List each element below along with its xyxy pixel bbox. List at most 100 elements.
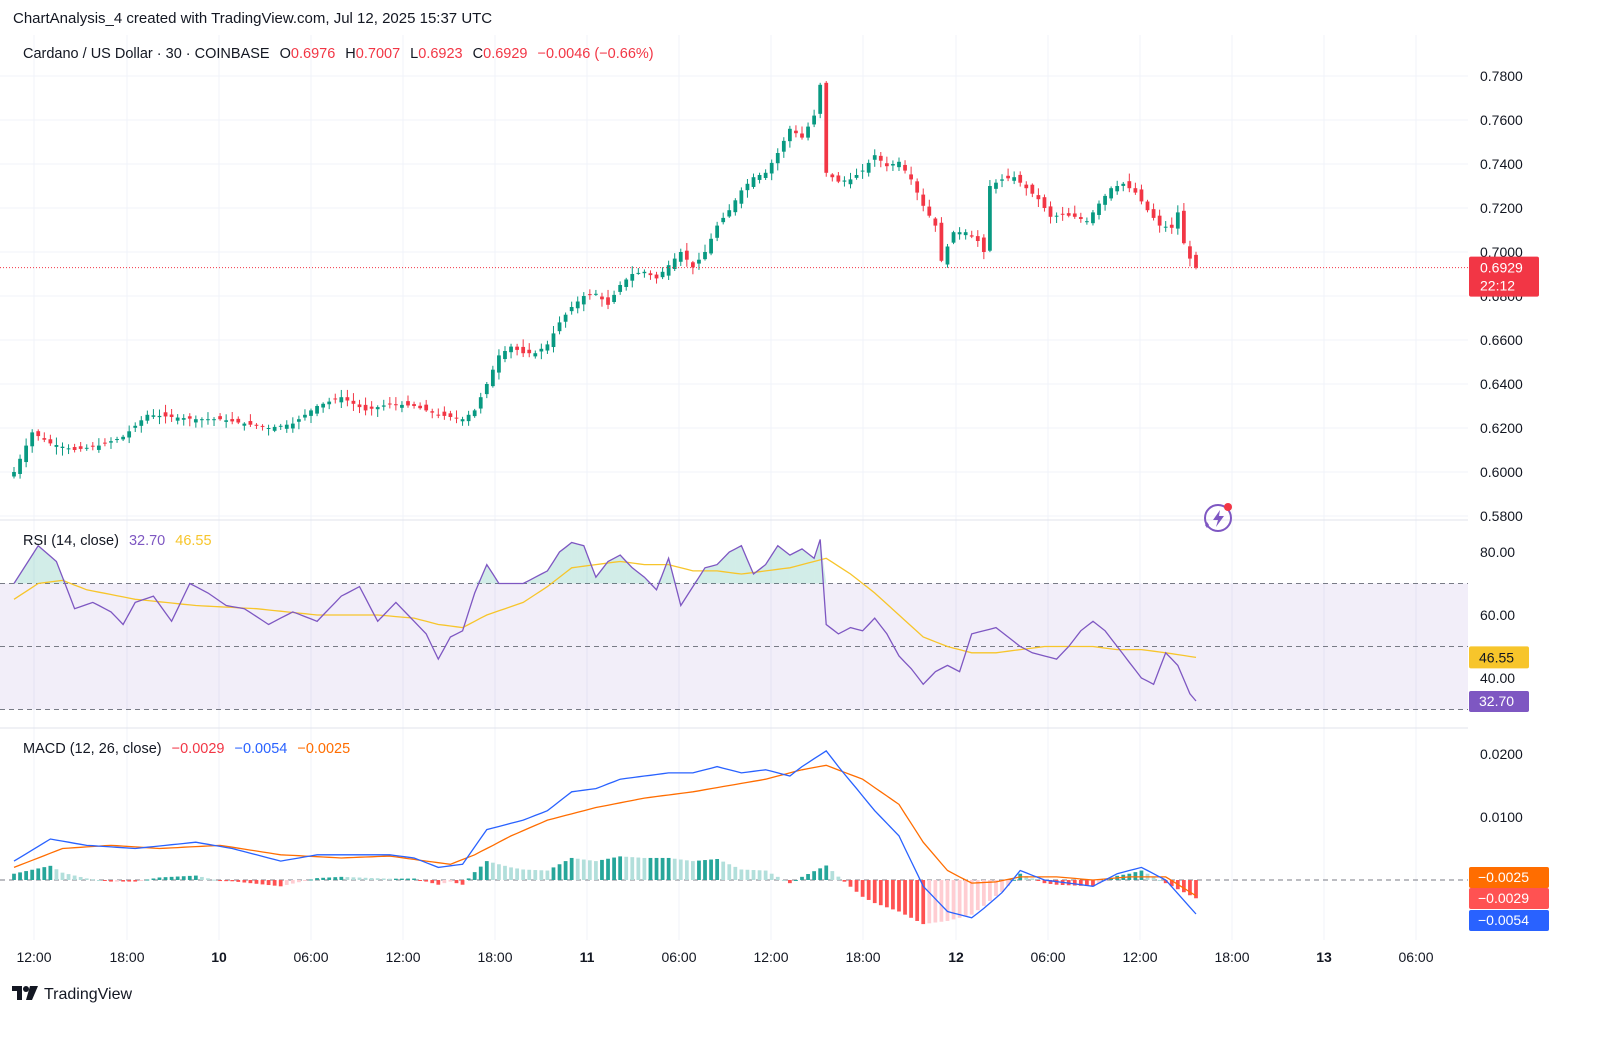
- macd-histogram-bar: [897, 880, 901, 912]
- macd-histogram-bar: [648, 857, 653, 880]
- candle-body: [169, 414, 174, 417]
- candle: [1060, 206, 1065, 221]
- symbol-label[interactable]: Cardano / US Dollar · 30 · COINBASE: [23, 46, 270, 62]
- price-tick-label: 0.7200: [1480, 200, 1523, 216]
- candle-body: [460, 419, 465, 422]
- macd-legend[interactable]: MACD (12, 26, close) −0.0029 −0.0054 −0.…: [23, 741, 356, 757]
- lightning-icon[interactable]: [1204, 503, 1232, 532]
- price-tick-label: 0.7000: [1480, 244, 1523, 260]
- rsi-overbought-fill: [638, 572, 645, 584]
- candle: [1042, 194, 1047, 212]
- candle: [763, 169, 768, 180]
- rsi-label[interactable]: RSI (14, close): [23, 533, 119, 549]
- macd-histogram-bar: [1085, 880, 1089, 887]
- candle-body: [36, 431, 41, 437]
- candle: [575, 296, 580, 314]
- candle: [387, 397, 392, 409]
- change-value: −0.0046 (−0.66%): [537, 46, 654, 62]
- candle: [84, 444, 89, 451]
- macd-histogram-bar: [945, 880, 950, 921]
- macd-histogram-bar: [1151, 876, 1156, 880]
- close-label: C: [472, 46, 484, 62]
- candle-body: [333, 398, 338, 400]
- candle-body: [1060, 213, 1065, 215]
- close-value: 0.6929: [483, 46, 528, 62]
- candle: [60, 442, 65, 456]
- macd-histogram-bar: [697, 860, 701, 880]
- candle: [1188, 240, 1192, 267]
- candle: [90, 442, 95, 451]
- macd-histogram-bar: [672, 858, 677, 880]
- candle-body: [321, 403, 326, 408]
- rsi-overbought-fill: [595, 569, 602, 584]
- macd-histogram-bar: [630, 857, 635, 880]
- macd-histogram-bar: [290, 880, 295, 884]
- macd-histogram-bar: [260, 880, 265, 885]
- rsi-overbought-fill: [50, 556, 57, 584]
- candle-body: [18, 458, 22, 474]
- candle: [442, 406, 447, 420]
- candle: [1018, 171, 1023, 187]
- macd-pane: [0, 750, 1468, 925]
- candle: [36, 429, 41, 441]
- macd-histogram-bar: [218, 880, 222, 882]
- candle-body: [236, 418, 241, 423]
- macd-histogram-bar: [933, 880, 938, 923]
- candle-body: [872, 155, 877, 160]
- candle-body: [745, 183, 750, 191]
- low-value: 0.6923: [418, 46, 463, 62]
- countdown-timer: 22:12: [1480, 278, 1515, 294]
- candle-body: [278, 425, 283, 427]
- time-tick-label: 06:00: [293, 949, 328, 965]
- rsi-overbought-fill: [705, 566, 712, 584]
- tradingview-brand[interactable]: TradingView: [12, 986, 132, 1004]
- rsi-overbought-fill: [577, 544, 584, 584]
- candle: [1127, 173, 1132, 193]
- rsi-legend[interactable]: RSI (14, close) 32.70 46.55: [23, 533, 218, 549]
- macd-histogram-bar: [460, 880, 465, 885]
- macd-histogram-bar: [739, 869, 744, 880]
- macd-histogram-bar: [678, 859, 683, 880]
- candle: [909, 166, 913, 185]
- candle-body: [830, 174, 835, 178]
- candle-body: [290, 423, 295, 429]
- macd-label[interactable]: MACD (12, 26, close): [23, 741, 162, 757]
- candle: [569, 301, 574, 315]
- candle-body: [139, 420, 144, 426]
- macd-histogram-bar: [454, 880, 459, 884]
- candle-body: [636, 272, 641, 274]
- candle-body: [988, 186, 992, 251]
- macd-histogram-bar: [430, 880, 435, 884]
- candle-body: [1115, 186, 1120, 192]
- time-tick-label: 11: [580, 949, 595, 965]
- macd-histogram-bar: [393, 878, 398, 880]
- macd-histogram-bar: [1000, 880, 1004, 892]
- candle-body: [1042, 197, 1047, 208]
- candle-body: [587, 294, 592, 296]
- macd-histogram-bar: [303, 880, 307, 881]
- candle-body: [975, 236, 980, 241]
- candle-body: [442, 411, 447, 416]
- candle: [684, 243, 689, 267]
- rsi-overbought-fill: [795, 548, 802, 584]
- ohlc-legend[interactable]: Cardano / US Dollar · 30 · COINBASE O0.6…: [23, 46, 660, 62]
- macd-histogram-bar: [315, 878, 319, 880]
- time-tick-label: 18:00: [109, 949, 144, 965]
- open-value: 0.6976: [290, 46, 336, 62]
- candle: [12, 466, 16, 479]
- macd-histogram-bar: [872, 880, 877, 904]
- macd-histogram-bar: [278, 880, 283, 887]
- macd-histogram-bar: [969, 880, 974, 915]
- candle: [96, 438, 101, 453]
- macd-histogram-bar: [606, 858, 610, 880]
- macd-histogram-bar: [472, 872, 477, 880]
- candle-body: [157, 415, 162, 418]
- candle: [745, 178, 750, 198]
- macd-histogram-bar: [994, 880, 998, 896]
- macd-histogram-bar: [115, 880, 119, 882]
- candle-body: [1085, 221, 1089, 223]
- macd-histogram-bar: [84, 878, 89, 880]
- candle-body: [854, 175, 859, 178]
- candle-body: [721, 217, 726, 223]
